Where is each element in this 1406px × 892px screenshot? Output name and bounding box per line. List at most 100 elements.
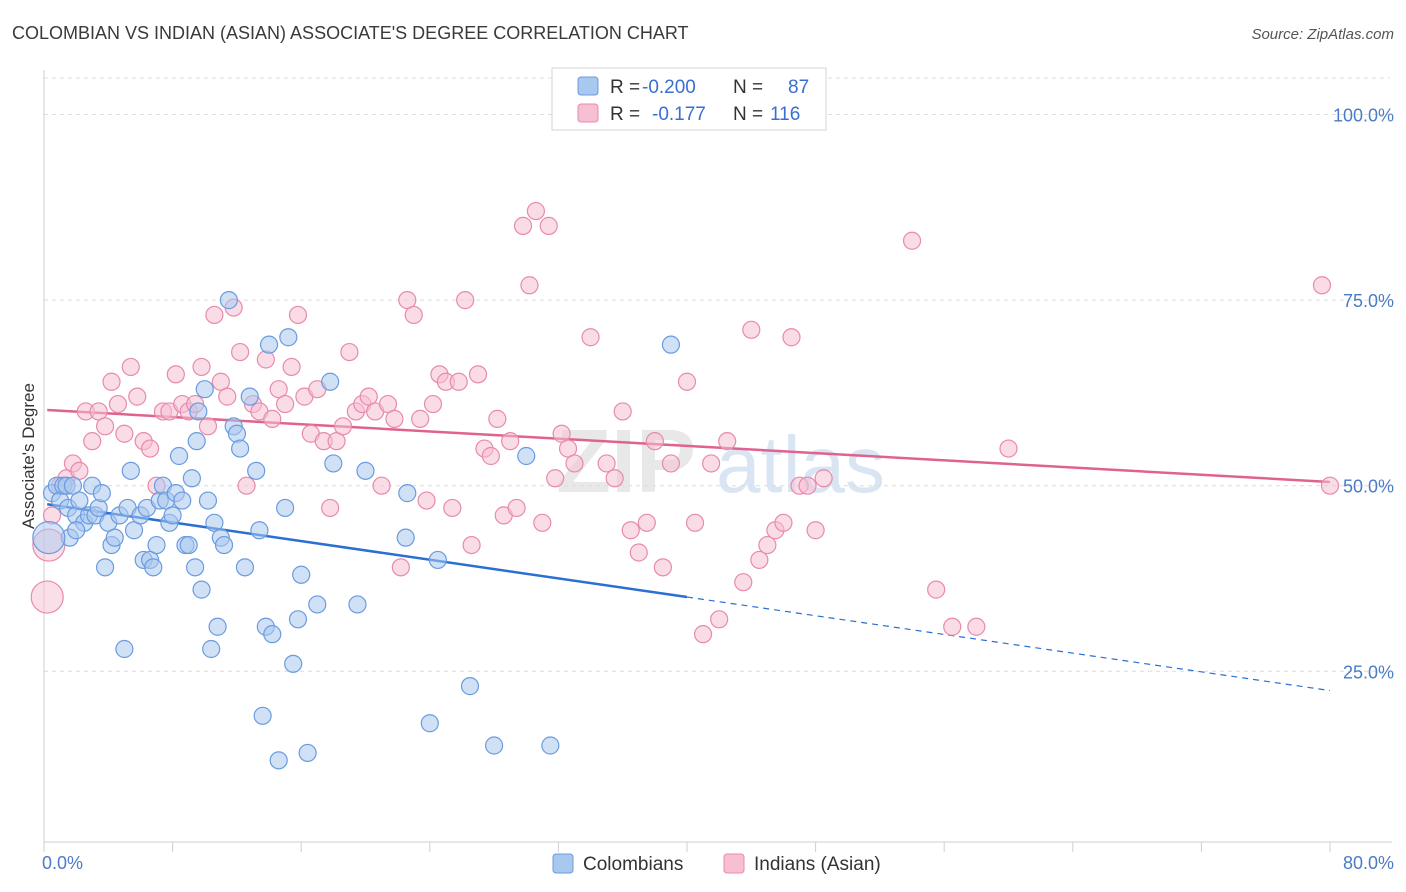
y-tick-label: 25.0% <box>1343 662 1394 682</box>
point-colombian <box>169 446 189 466</box>
y-tick-label: 50.0% <box>1343 477 1394 497</box>
point-indian-large <box>30 580 64 614</box>
point-indian <box>237 476 256 495</box>
point-colombian <box>198 491 218 510</box>
point-colombian <box>70 491 89 510</box>
point-indian <box>128 387 147 406</box>
point-colombian <box>541 736 560 755</box>
point-indian <box>902 231 922 250</box>
legend-n-label-2: N = <box>733 104 763 125</box>
point-indian <box>798 476 817 495</box>
series-legend: Colombians Indians (Asian) <box>552 853 881 875</box>
point-colombian <box>308 595 327 614</box>
point-indian <box>95 417 115 436</box>
point-indian <box>115 424 134 443</box>
bottom-legend-swatch-colombians <box>552 853 574 874</box>
point-indian <box>198 417 218 436</box>
point-colombian-large <box>32 521 66 555</box>
point-indian <box>718 432 737 451</box>
point-indian <box>282 357 301 377</box>
point-colombian <box>189 402 208 421</box>
point-colombian <box>288 610 308 629</box>
point-colombian <box>147 535 166 555</box>
chart-source: Source: ZipAtlas.com <box>1251 26 1394 43</box>
point-indian <box>140 439 160 458</box>
point-colombian <box>115 639 134 659</box>
point-indian <box>539 216 558 235</box>
point-indian <box>927 580 946 599</box>
bottom-legend-swatch-indians <box>723 853 745 874</box>
point-colombian <box>269 751 288 770</box>
point-indian <box>693 625 713 644</box>
point-colombian <box>182 469 201 488</box>
point-indian <box>702 454 721 473</box>
point-indian <box>288 305 308 325</box>
point-colombian <box>240 387 259 406</box>
point-colombian <box>89 498 108 518</box>
point-indian <box>108 394 128 414</box>
point-indian <box>613 402 632 421</box>
y-tick-label: 100.0% <box>1333 106 1394 126</box>
point-indian <box>102 372 121 391</box>
point-colombian <box>420 714 439 733</box>
point-colombian <box>214 535 234 555</box>
point-indian <box>218 387 237 406</box>
point-colombian <box>187 432 206 451</box>
point-indian <box>443 498 462 518</box>
point-colombian <box>356 461 375 480</box>
point-indian <box>782 328 801 347</box>
point-indian <box>488 409 507 428</box>
legend-r-value-2: -0.177 <box>652 104 706 125</box>
point-indian <box>1312 276 1332 295</box>
correlation-legend: R = -0.200 N = 87 R = -0.177 N = 116 <box>551 67 827 131</box>
point-indian <box>1320 476 1340 495</box>
point-colombian <box>348 595 367 614</box>
y-tick-label: 75.0% <box>1343 291 1394 311</box>
point-colombian <box>298 743 317 763</box>
point-colombian <box>276 498 295 518</box>
point-indian <box>750 550 769 570</box>
point-indian <box>774 513 793 532</box>
point-colombian <box>195 380 214 399</box>
legend-n-value-2: 116 <box>770 104 800 125</box>
point-indian <box>404 305 423 325</box>
point-colombian <box>460 677 480 696</box>
point-indian <box>83 432 102 451</box>
point-colombian <box>231 439 250 458</box>
point-colombian <box>95 558 115 577</box>
point-indian <box>205 305 224 325</box>
point-indian <box>340 342 359 362</box>
point-colombian <box>398 484 417 503</box>
trend-line-colombians-extrapolated <box>686 596 1331 692</box>
point-colombian <box>263 625 282 644</box>
point-indian <box>513 216 533 235</box>
x-tick-label-min: 0.0% <box>42 853 83 873</box>
point-colombian <box>208 617 227 636</box>
trend-layer <box>47 408 1331 692</box>
point-colombian <box>144 558 163 577</box>
point-colombian <box>396 528 415 547</box>
point-colombian <box>485 736 504 755</box>
trend-line-colombians <box>47 503 688 599</box>
point-indian <box>581 328 600 347</box>
legend-swatch-colombians <box>577 76 599 96</box>
point-indian <box>462 535 481 555</box>
point-indian <box>943 617 962 636</box>
point-indian <box>758 535 777 555</box>
points-layer <box>30 201 1340 770</box>
point-indian <box>806 521 825 540</box>
point-indian <box>565 454 584 473</box>
point-indian <box>637 513 656 532</box>
point-colombian <box>279 328 298 347</box>
point-indian <box>333 417 353 436</box>
tick-layer: 25.0% 50.0% 75.0% 100.0% <box>1333 106 1394 683</box>
legend-r-label-2: R = <box>610 104 640 125</box>
point-indian <box>814 469 833 488</box>
point-indian <box>456 291 475 310</box>
point-indian <box>629 543 648 562</box>
point-colombian <box>173 491 192 510</box>
legend-swatch-indians <box>577 103 599 123</box>
point-indian <box>999 439 1018 458</box>
point-colombian <box>428 550 447 570</box>
point-colombian <box>67 521 86 540</box>
